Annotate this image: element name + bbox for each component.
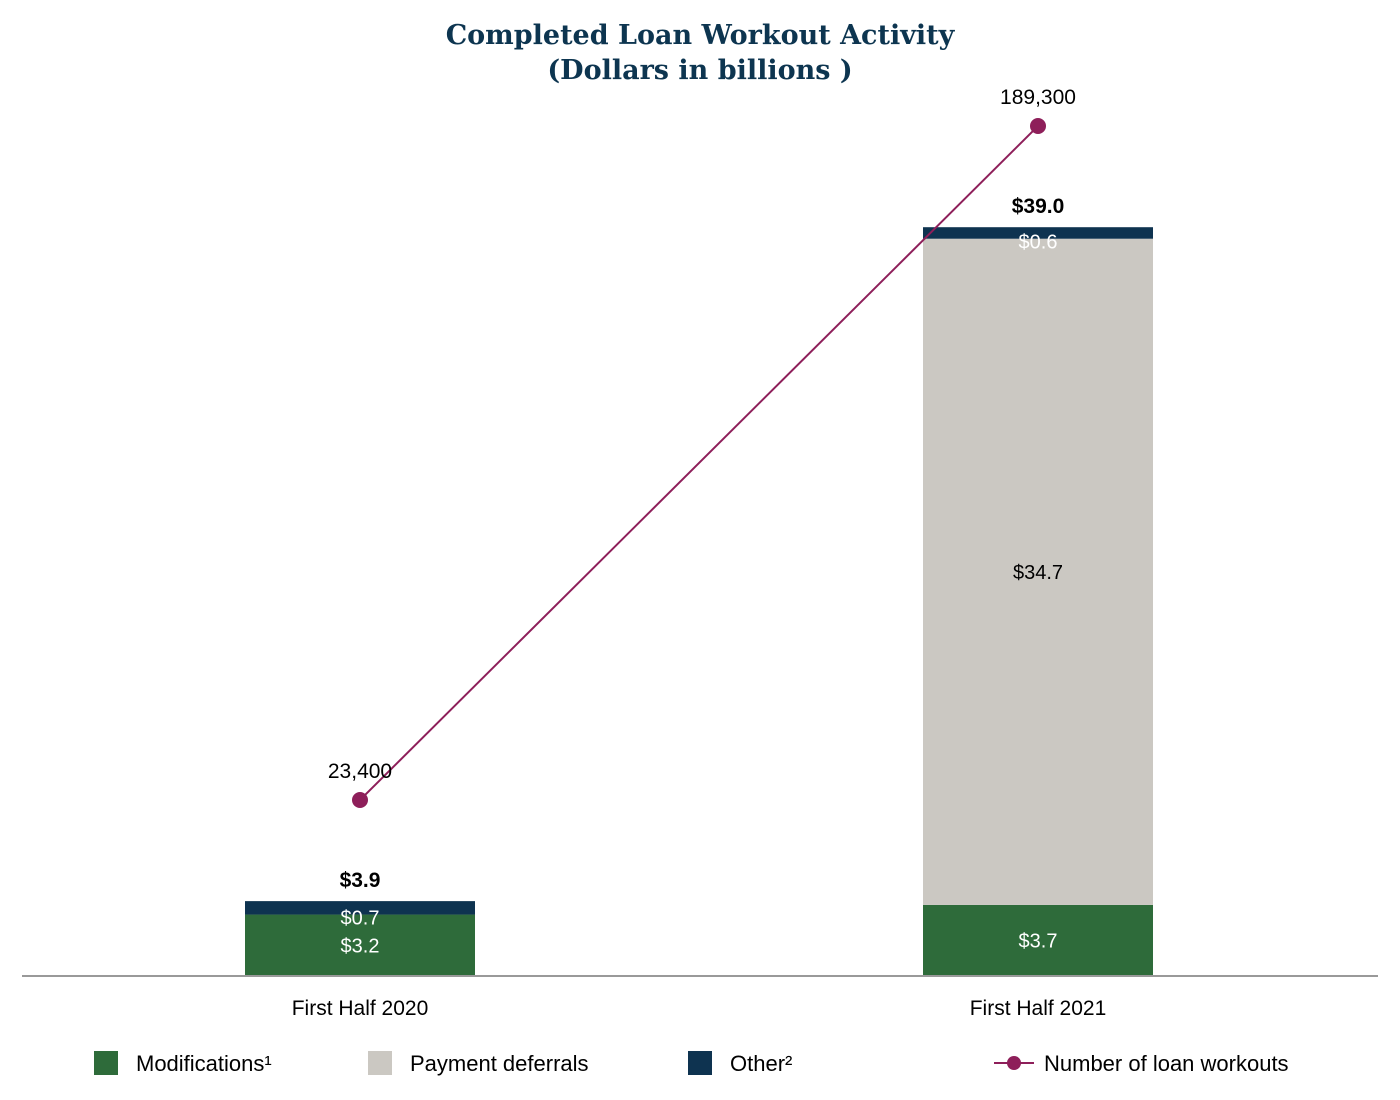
- segment-label-2021-0: $3.7: [1019, 930, 1058, 952]
- legend-label-modifications: Modifications¹: [136, 1051, 272, 1076]
- legend-swatch-payment-deferrals: [368, 1051, 392, 1075]
- chart-title-line-2: (Dollars in billions ): [547, 55, 852, 86]
- segment-label-2021-1: $34.7: [1013, 562, 1063, 584]
- x-tick-label-2021: First Half 2021: [970, 997, 1107, 1020]
- line-number-of-loan-workouts: [359, 125, 1039, 801]
- segment-label-2020-0: $3.2: [341, 935, 380, 957]
- legend: Modifications¹ Payment deferrals Other² Num…: [94, 1051, 1289, 1076]
- legend-label-other: Other²: [730, 1051, 792, 1076]
- line-point-2020: [352, 792, 368, 808]
- x-tick-label-2020: First Half 2020: [292, 997, 429, 1020]
- total-label-2020: $3.9: [340, 869, 381, 892]
- segment-label-2020-2: $0.7: [341, 908, 380, 930]
- legend-marker-number-of-loan-workouts: [1007, 1056, 1021, 1070]
- legend-label-number-of-loan-workouts: Number of loan workouts: [1044, 1051, 1289, 1076]
- bar-segment-modifications-2020: [245, 914, 475, 976]
- bar-segment-other-2020: [245, 901, 475, 915]
- legend-swatch-other: [688, 1051, 712, 1075]
- chart-title-line-1: Completed Loan Workout Activity: [446, 20, 956, 51]
- bar-segment-payment-deferrals-2021: [923, 238, 1153, 905]
- total-label-2021: $39.0: [1012, 195, 1065, 218]
- plot-area: $3.2 $0.7 $3.9 $3.7 $34.7 $0.6 $39.0 First Half…: [22, 86, 1378, 1020]
- bar-segment-other-2021: [923, 227, 1153, 239]
- line-point-label-2020: 23,400: [328, 760, 392, 783]
- legend-label-payment-deferrals: Payment deferrals: [410, 1051, 589, 1076]
- line-point-label-2021: 189,300: [1000, 86, 1076, 109]
- legend-swatch-modifications: [94, 1051, 118, 1075]
- line-point-2021: [1030, 118, 1046, 134]
- segment-label-2021-2: $0.6: [1019, 232, 1058, 254]
- bar-segment-modifications-2021: [923, 904, 1153, 976]
